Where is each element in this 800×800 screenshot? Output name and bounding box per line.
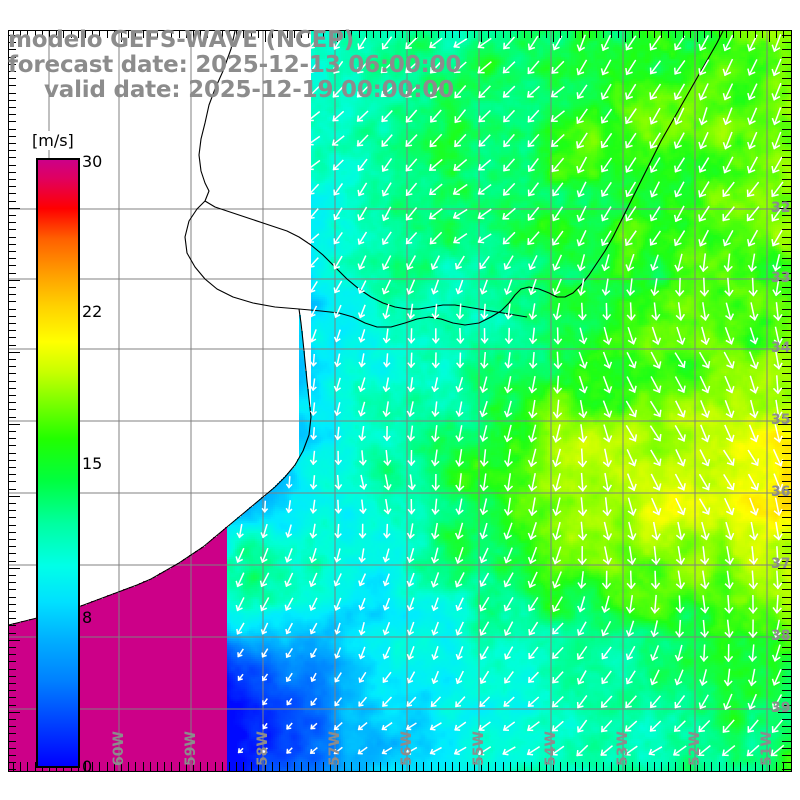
wind-speed-field [9, 31, 791, 771]
colorbar-tick-15: 15 [82, 454, 103, 473]
tick-mark [791, 762, 792, 771]
colorbar-tick-0: 0 [82, 757, 93, 776]
colorbar-unit-label: [m/s] [30, 131, 76, 150]
colorbar-tick-30: 30 [82, 152, 103, 171]
graticule-grid [9, 31, 791, 771]
map-frame[interactable]: 61W60W59W58W57W56W55W54W53W52W51W32S33S3… [8, 30, 792, 772]
wind-direction-arrows [9, 31, 785, 757]
colorbar-tick-22: 22 [82, 302, 103, 321]
tick-mark [791, 31, 792, 38]
map-inner: 61W60W59W58W57W56W55W54W53W52W51W32S33S3… [9, 31, 791, 771]
colorbar-gradient [36, 158, 80, 768]
colorbar-tick-8: 8 [82, 608, 93, 627]
colorbar [36, 158, 80, 768]
coastline [9, 31, 724, 626]
